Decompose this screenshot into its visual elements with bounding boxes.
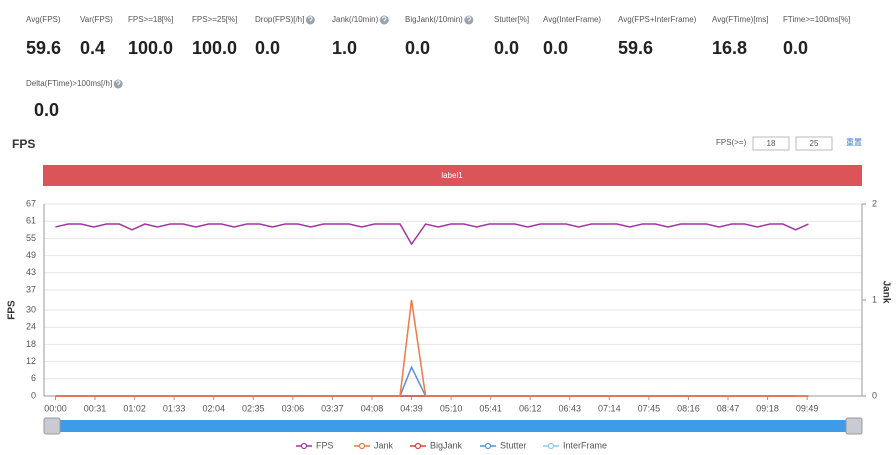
stat-value: 0.0 — [34, 100, 59, 120]
stat-value: 0.0 — [405, 38, 430, 58]
y-tick-label: 18 — [26, 339, 36, 349]
y-tick-label: 6 — [31, 373, 36, 383]
y-tick-label: 55 — [26, 233, 36, 243]
x-tick-label: 08:47 — [717, 403, 740, 413]
y2-axis-label: Jank — [880, 281, 891, 304]
stat-label: Avg(InterFrame) — [543, 15, 601, 24]
stat-value: 0.0 — [255, 38, 280, 58]
y-tick-label: 37 — [26, 284, 36, 294]
stat-value: 0.0 — [494, 38, 519, 58]
threshold-input[interactable] — [752, 136, 790, 151]
legend-marker — [547, 442, 555, 450]
stat-label: FPS>=18[%] — [128, 15, 173, 24]
stat-label: Avg(FPS) — [26, 15, 61, 24]
x-tick-label: 07:45 — [638, 403, 661, 413]
y-tick-label: 67 — [26, 198, 36, 208]
y2-tick-label: 0 — [872, 390, 877, 400]
series-line — [55, 223, 809, 246]
band-label: label1 — [441, 171, 463, 180]
threshold-label: FPS(>=) — [716, 138, 747, 147]
legend-marker — [300, 442, 308, 450]
legend-label: FPS — [316, 440, 334, 450]
x-tick-label: 02:35 — [242, 403, 265, 413]
stat-label: Avg(FPS+InterFrame) — [618, 15, 697, 24]
y-tick-label: 24 — [26, 322, 36, 332]
slider-handle[interactable] — [43, 417, 61, 435]
x-tick-label: 09:49 — [796, 403, 819, 413]
y-tick-label: 61 — [26, 216, 36, 226]
stat-label: Avg(FTime)[ms] — [712, 15, 768, 24]
x-tick-label: 02:04 — [202, 403, 225, 413]
stat-value: 1.0 — [332, 38, 357, 58]
stat-value: 100.0 — [128, 38, 173, 58]
stat-value: 0.4 — [80, 38, 105, 58]
x-tick-label: 04:08 — [361, 403, 384, 413]
threshold-input[interactable] — [795, 136, 833, 151]
stat-label: Jank(/10min) — [332, 15, 379, 24]
stat-label: FTime>=100ms[%] — [783, 15, 850, 24]
stat-label: Var(FPS) — [80, 15, 113, 24]
y-tick-label: 43 — [26, 267, 36, 277]
y-axis-label: FPS — [7, 300, 18, 320]
legend-marker — [484, 442, 492, 450]
x-tick-label: 08:16 — [677, 403, 700, 413]
x-tick-label: 05:10 — [440, 403, 463, 413]
label-band — [43, 165, 862, 186]
x-tick-label: 07:14 — [598, 403, 621, 413]
x-tick-label: 01:02 — [123, 403, 146, 413]
help-icon — [308, 16, 313, 22]
legend-label: Stutter — [500, 440, 527, 450]
help-icon — [466, 16, 471, 22]
y-tick-label: 12 — [26, 356, 36, 366]
y2-tick-label: 2 — [872, 198, 877, 208]
x-tick-label: 00:00 — [44, 403, 67, 413]
stat-label: FPS>=25[%] — [192, 15, 237, 24]
stat-value: 59.6 — [618, 38, 653, 58]
stat-label: BigJank(/10min) — [405, 15, 463, 24]
x-tick-label: 09:18 — [756, 403, 779, 413]
help-icon — [382, 16, 387, 22]
y2-tick-label: 1 — [872, 294, 877, 304]
x-tick-label: 06:43 — [559, 403, 582, 413]
reset-link[interactable]: 重置 — [846, 137, 862, 147]
help-icon — [115, 80, 121, 86]
x-tick-label: 06:12 — [519, 403, 542, 413]
threshold-value[interactable]: 18 — [767, 139, 776, 148]
x-tick-label: 05:41 — [479, 403, 502, 413]
chart-title: FPS — [12, 137, 35, 151]
legend-marker — [414, 442, 422, 450]
stat-value: 16.8 — [712, 38, 747, 58]
stat-label: Drop(FPS)[/h] — [255, 15, 304, 24]
stat-label: Delta(FTime)>100ms[/h] — [26, 79, 112, 88]
stat-value: 0.0 — [783, 38, 808, 58]
y-tick-label: 0 — [31, 390, 36, 400]
legend-marker — [358, 442, 366, 450]
x-tick-label: 01:33 — [163, 403, 186, 413]
stat-value: 0.0 — [543, 38, 568, 58]
x-tick-label: 03:37 — [321, 403, 344, 413]
x-tick-label: 00:31 — [84, 403, 107, 413]
stat-value: 100.0 — [192, 38, 237, 58]
series-line — [55, 299, 809, 397]
stat-value: 59.6 — [26, 38, 61, 58]
y-tick-label: 30 — [26, 304, 36, 314]
zoom-slider[interactable] — [44, 420, 862, 432]
threshold-value[interactable]: 25 — [810, 139, 819, 148]
slider-handle[interactable] — [845, 417, 863, 435]
x-tick-label: 04:39 — [400, 403, 423, 413]
legend-label: BigJank — [430, 440, 463, 450]
stat-label: Stutter[%] — [494, 15, 529, 24]
y-tick-label: 49 — [26, 250, 36, 260]
legend-label: InterFrame — [563, 440, 607, 450]
legend-label: Jank — [374, 440, 394, 450]
x-tick-label: 03:06 — [282, 403, 305, 413]
